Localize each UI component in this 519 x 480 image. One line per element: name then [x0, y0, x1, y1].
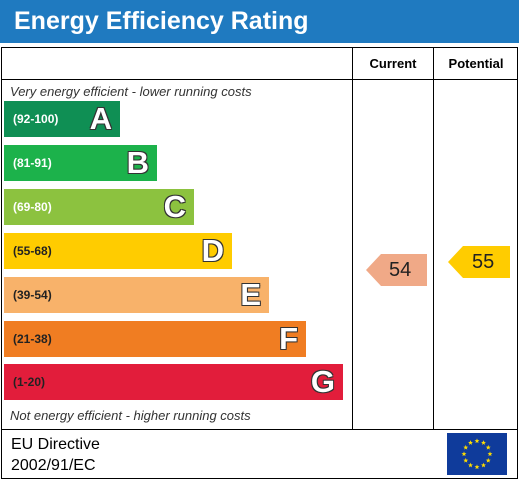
potential-rating-arrow: 55 [448, 246, 510, 278]
current-column-header: Current [369, 56, 417, 71]
footer-divider [1, 429, 518, 430]
eu-star [485, 444, 491, 450]
eu-star [468, 462, 473, 468]
band-range-label: (69-80) [13, 200, 52, 214]
band-range-label: (39-54) [13, 288, 52, 302]
band-range-label: (81-91) [13, 156, 52, 170]
band-g: (1-20) G [4, 364, 343, 400]
eu-star [485, 457, 491, 463]
title-bar: Energy Efficiency Rating [0, 0, 519, 43]
band-letter: G [310, 364, 335, 399]
eu-star [487, 451, 493, 457]
eu-star [481, 462, 486, 468]
band-f: (21-38) F [4, 321, 306, 357]
header-divider [1, 79, 518, 80]
band-e: (39-54) E [4, 277, 269, 313]
band-b: (81-91) B [4, 145, 157, 181]
band-range-label: (1-20) [13, 375, 46, 389]
directive-line-1: EU Directive [11, 436, 100, 453]
band-c: (69-80) C [4, 189, 194, 225]
divider-potential [433, 47, 434, 430]
band-letter: B [126, 145, 149, 180]
top-note: Very energy efficient - lower running co… [10, 84, 252, 99]
current-arrow-shape [366, 254, 427, 286]
band-d: (55-68) D [4, 233, 232, 269]
current-rating-arrow: 54 [366, 254, 427, 286]
bottom-note: Not energy efficient - higher running co… [10, 408, 251, 423]
potential-arrow-shape [448, 246, 510, 278]
eu-star [474, 438, 480, 444]
eu-flag-icon [447, 433, 507, 475]
eu-star [463, 444, 469, 450]
eu-star [481, 440, 486, 445]
rating-frame [1, 47, 518, 479]
band-range-label: (55-68) [13, 244, 52, 258]
eu-star [463, 457, 469, 463]
current-rating-value: 54 [389, 259, 412, 281]
potential-column-header: Potential [448, 56, 504, 71]
band-letter: A [89, 101, 112, 136]
band-letter: D [201, 233, 224, 268]
band-range-label: (21-38) [13, 332, 52, 346]
band-letter: F [279, 321, 298, 356]
potential-rating-value: 55 [472, 251, 495, 273]
eu-star [474, 464, 480, 470]
band-a: (92-100) A [4, 101, 120, 137]
band-letter: E [240, 277, 261, 312]
eu-stars-icon [461, 438, 493, 470]
eu-star [461, 451, 467, 457]
eu-star [468, 440, 473, 445]
divider-current [352, 47, 353, 430]
directive-line-2: 2002/91/EC [11, 457, 96, 474]
band-letter: C [163, 189, 186, 224]
band-range-label: (92-100) [13, 112, 59, 126]
page-title: Energy Efficiency Rating [14, 7, 309, 35]
